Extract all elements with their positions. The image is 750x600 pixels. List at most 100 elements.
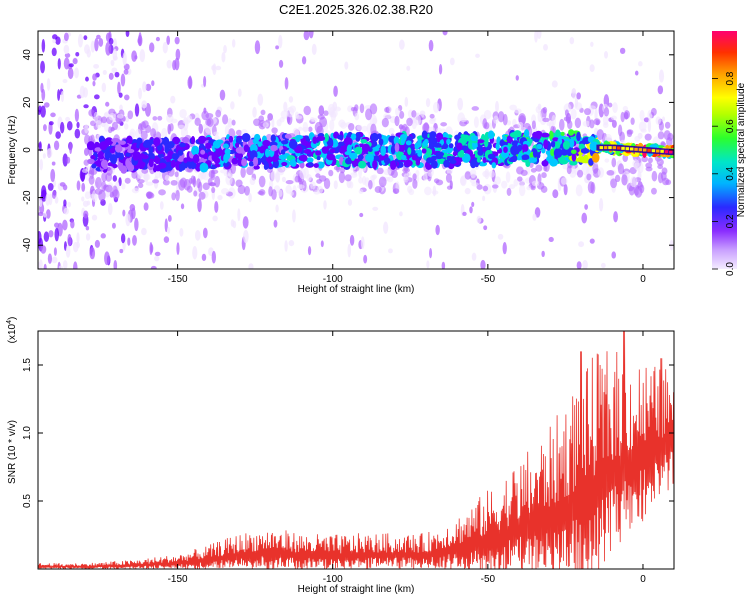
heatmap-cell	[541, 172, 547, 179]
heatmap-cell	[132, 151, 140, 161]
heatmap-cell	[84, 123, 89, 134]
heatmap-cell	[525, 159, 531, 168]
heatmap-cell	[399, 39, 405, 50]
heatmap-cell	[257, 190, 264, 195]
heatmap-cell	[54, 196, 59, 204]
heatmap-cell	[52, 38, 57, 44]
heatmap-cell	[45, 193, 50, 206]
heatmap-cell	[595, 119, 600, 126]
heatmap-cell	[592, 162, 599, 174]
heatmap-cell	[394, 107, 401, 116]
heatmap-cell	[65, 116, 71, 122]
heatmap-cell	[390, 160, 397, 170]
heatmap-cell	[223, 44, 227, 54]
heatmap-cell	[270, 170, 276, 181]
heatmap-cell	[299, 168, 307, 180]
heatmap-cell	[138, 160, 146, 168]
heatmap-cell	[372, 159, 378, 170]
heatmap-cell	[124, 123, 129, 130]
heatmap-cell	[622, 105, 629, 112]
heatmap-cell	[90, 155, 96, 160]
heatmap-cell	[604, 50, 609, 59]
heatmap-cell	[435, 224, 440, 236]
heatmap-cell	[141, 227, 147, 236]
heatmap-cell	[400, 137, 405, 146]
heatmap-cell	[186, 185, 193, 193]
heatmap-cell	[191, 145, 200, 156]
heatmap-cell	[358, 160, 367, 169]
heatmap-cell	[316, 155, 321, 161]
heatmap-cell	[506, 120, 512, 126]
heatmap-cell	[506, 187, 512, 196]
heatmap-cell	[318, 105, 325, 116]
spectrogram-x-label: Height of straight line (km)	[298, 284, 415, 295]
snr-frame	[37, 330, 675, 570]
heatmap-cell	[197, 135, 207, 144]
heatmap-cell	[550, 140, 556, 148]
heatmap-cell	[358, 189, 364, 194]
snr-y-label: SNR (10 * v/v)	[7, 420, 18, 484]
heatmap-cell	[322, 147, 329, 154]
snr-scale-prefix: (x10	[7, 323, 18, 343]
heatmap-cell	[60, 121, 65, 134]
heatmap-cell	[473, 116, 479, 128]
heatmap-cell	[541, 250, 545, 257]
heatmap-cell	[120, 165, 128, 174]
heatmap-cell	[59, 182, 66, 187]
heatmap-cell	[284, 77, 289, 90]
heatmap-cell	[610, 178, 618, 189]
colorbar-gradient	[712, 31, 737, 269]
heatmap-cell	[482, 170, 489, 178]
heatmap-cell	[348, 152, 358, 160]
heatmap-cell	[109, 147, 116, 154]
heatmap-cell	[491, 162, 497, 169]
heatmap-cell	[85, 76, 89, 82]
colorbar-tick-label: 0.4	[725, 166, 736, 180]
heatmap-cell	[518, 184, 526, 197]
heatmap-cell	[148, 146, 154, 154]
heatmap-cell	[618, 124, 623, 137]
heatmap-cell	[516, 156, 522, 161]
heatmap-cell	[482, 195, 486, 202]
heatmap-cell	[307, 162, 314, 167]
snr-panel: -150 -100 -50 0 0.5 1.0 1.5 Height of straigh…	[6, 317, 675, 595]
heatmap-cell	[323, 110, 329, 116]
heatmap-cell	[503, 146, 508, 153]
heatmap-cell	[449, 57, 455, 66]
heatmap-cell	[81, 182, 86, 192]
heatmap-cell	[514, 108, 522, 114]
heatmap-cell	[137, 179, 145, 184]
heatmap-cell	[183, 157, 188, 164]
heatmap-cell	[221, 188, 229, 195]
heatmap-cell	[111, 121, 119, 131]
heatmap-cell	[76, 180, 81, 191]
heatmap-cell	[560, 148, 569, 156]
heatmap-cell	[278, 34, 283, 49]
heatmap-cell	[415, 158, 421, 166]
heatmap-cell	[589, 141, 599, 152]
heatmap-cell	[664, 150, 669, 154]
heatmap-cell	[517, 121, 524, 128]
heatmap-cell	[536, 143, 543, 150]
heatmap-cell	[324, 132, 329, 142]
heatmap-cell	[320, 240, 324, 248]
heatmap-cell	[642, 148, 647, 152]
heatmap-cell	[581, 164, 590, 176]
heatmap-cell	[430, 155, 437, 161]
spectrogram-y-ticks: -40 -20 0 20 40	[22, 49, 674, 252]
heatmap-cell	[83, 210, 89, 219]
heatmap-cell	[406, 65, 411, 71]
heatmap-cell	[94, 147, 102, 152]
heatmap-cell	[170, 159, 176, 168]
heatmap-cell	[562, 140, 571, 150]
heatmap-cell	[137, 34, 143, 47]
heatmap-cell	[268, 186, 273, 197]
colorbar-tick-label: 0.8	[725, 71, 736, 85]
heatmap-cell	[435, 132, 444, 141]
heatmap-cell	[313, 190, 321, 195]
heatmap-cell	[124, 177, 131, 184]
heatmap-cell	[487, 153, 496, 160]
heatmap-cell	[566, 147, 574, 157]
heatmap-cell	[569, 138, 575, 148]
heatmap-cell	[221, 51, 226, 63]
